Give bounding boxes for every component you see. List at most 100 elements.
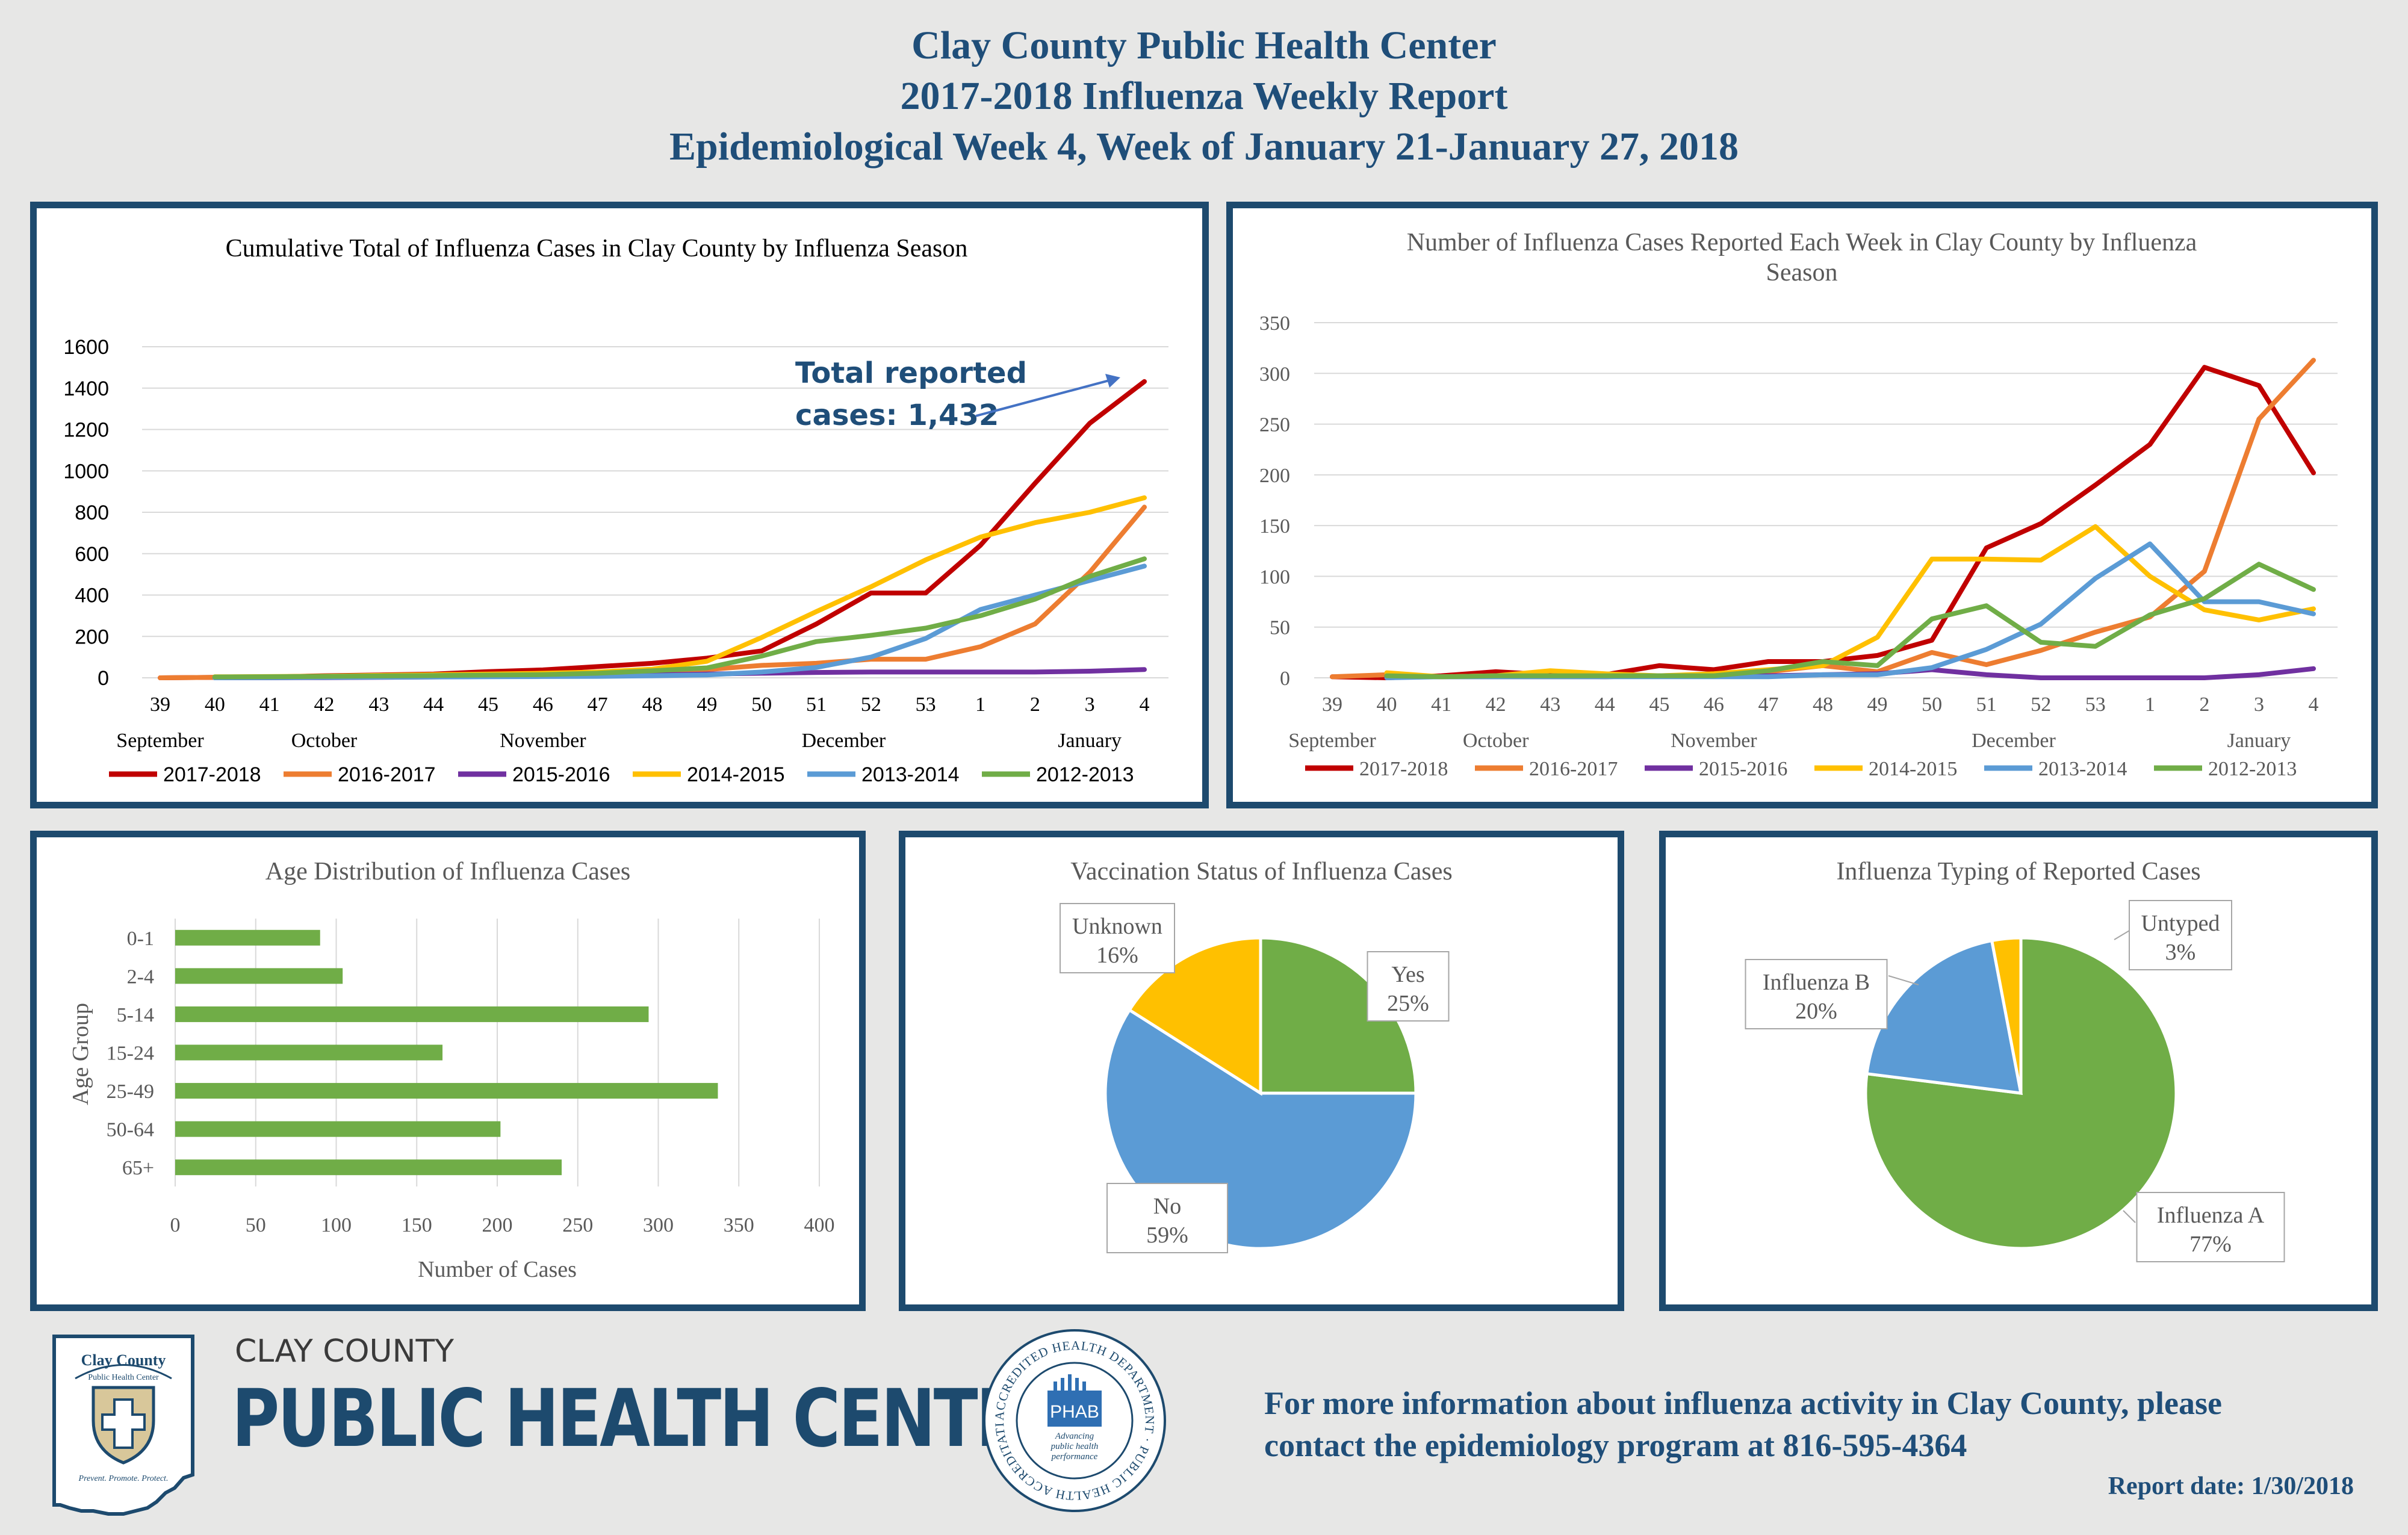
chart-title: Age Distribution of Influenza Cases xyxy=(265,858,631,885)
y-tick-label: 5-14 xyxy=(117,1004,154,1026)
legend-label: 2014-2015 xyxy=(687,763,785,786)
x-tick-label: 44 xyxy=(1595,693,1615,716)
month-label: September xyxy=(1288,730,1376,752)
x-tick-label: 46 xyxy=(1704,693,1724,716)
y-tick-label: 1600 xyxy=(63,336,109,359)
typing-chart-panel: Influenza Typing of Reported Cases Influe… xyxy=(1659,831,2378,1311)
y-tick-label: 2-4 xyxy=(127,966,154,988)
y-tick-label: 1400 xyxy=(63,377,109,400)
report-title-line2: 2017-2018 Influenza Weekly Report xyxy=(900,74,1508,118)
y-tick-label: 150 xyxy=(1259,515,1290,538)
x-tick-label: 48 xyxy=(642,693,663,716)
month-label: January xyxy=(1058,730,1122,752)
bar-25-49 xyxy=(175,1083,718,1099)
month-label: October xyxy=(291,730,358,752)
y-tick-label: 1000 xyxy=(63,460,109,483)
y-tick-label: 15-24 xyxy=(107,1043,154,1065)
x-tick-label: 50 xyxy=(1922,693,1942,716)
x-tick-label: 200 xyxy=(482,1214,513,1236)
seal-tag-3: performance xyxy=(1051,1452,1098,1462)
age-chart-panel: Age Distribution of Influenza Cases 0 50 10… xyxy=(30,831,866,1311)
contact-line-1: For more information about influenza act… xyxy=(1264,1385,2222,1421)
x-tick-label: 350 xyxy=(724,1214,754,1236)
annotation-line-1: Total reported xyxy=(795,356,1027,390)
seal-center-text: PHAB xyxy=(1050,1402,1099,1422)
chart-title: Cumulative Total of Influenza Cases in C… xyxy=(226,235,968,262)
series-line-2014-2015 xyxy=(212,495,1147,680)
y-tick-label: 200 xyxy=(1259,465,1290,487)
legend-label: 2012-2013 xyxy=(1036,763,1134,786)
x-tick-label: 46 xyxy=(533,693,553,716)
x-tick-label: 44 xyxy=(423,693,444,716)
series-line-2014-2015 xyxy=(1384,524,2316,680)
data-label-pct: 16% xyxy=(1096,943,1138,968)
x-tick-label: 4 xyxy=(2309,693,2319,716)
y-tick-label: 65+ xyxy=(122,1157,154,1179)
seal-tag-1: Advancing xyxy=(1055,1431,1094,1441)
x-tick-label: 43 xyxy=(1540,693,1560,716)
data-label-pct: 3% xyxy=(2165,940,2196,965)
report-title-line3: Epidemiological Week 4, Week of January … xyxy=(669,125,1739,169)
bar-5-14 xyxy=(175,1006,649,1022)
legend-label: 2013-2014 xyxy=(2038,758,2127,780)
legend-label: 2017-2018 xyxy=(1359,758,1448,780)
leader-line xyxy=(2114,930,2130,940)
x-tick-label: 47 xyxy=(1758,693,1778,716)
y-tick-label: 0 xyxy=(98,667,109,690)
bar-50-64 xyxy=(175,1121,501,1137)
annotation-line-2: cases: 1,432 xyxy=(795,398,999,432)
x-axis-title: Number of Cases xyxy=(418,1257,577,1282)
x-tick-label: 53 xyxy=(2085,693,2106,716)
x-tick-label: 52 xyxy=(2031,693,2051,716)
y-tick-label: 200 xyxy=(75,625,109,648)
y-tick-label: 0-1 xyxy=(127,928,154,950)
x-tick-label: 45 xyxy=(478,693,498,716)
y-tick-label: 250 xyxy=(1259,414,1290,436)
x-tick-label: 2 xyxy=(1030,693,1040,716)
x-tick-label: 53 xyxy=(916,693,936,716)
series-line-2017-2018 xyxy=(1330,365,2316,680)
data-label-pct: 59% xyxy=(1146,1223,1188,1248)
x-tick-label: 1 xyxy=(975,693,985,716)
vaccination-chart: Vaccination Status of Influenza Cases Yes… xyxy=(1060,858,1453,1253)
legend-label: 2014-2015 xyxy=(1869,758,1957,780)
pie-slice-unknown xyxy=(1127,936,1262,1096)
x-tick-label: 4 xyxy=(1140,693,1150,716)
month-label: September xyxy=(116,730,204,752)
data-label-box xyxy=(1106,1183,1228,1253)
data-label-name: Untyped xyxy=(2141,911,2220,936)
data-label-name: Unknown xyxy=(1072,914,1162,939)
month-label: November xyxy=(500,730,586,752)
x-tick-label: 40 xyxy=(1377,693,1397,716)
x-tick-label: 39 xyxy=(150,693,170,716)
bar-15-24 xyxy=(175,1044,443,1061)
legend-label: 2016-2017 xyxy=(1529,758,1618,780)
weekly-chart-panel: Number of Influenza Cases Reported Each … xyxy=(1226,202,2378,808)
data-label-box xyxy=(1367,951,1450,1022)
data-label-box xyxy=(2129,900,2232,970)
data-label-pct: 77% xyxy=(2189,1232,2232,1257)
typing-chart: Influenza Typing of Reported Cases Influe… xyxy=(1745,858,2285,1262)
x-tick-label: 3 xyxy=(1085,693,1095,716)
y-tick-label: 0 xyxy=(1280,668,1290,690)
y-tick-label: 400 xyxy=(75,585,109,607)
data-label-pct: 25% xyxy=(1387,991,1429,1016)
month-label: January xyxy=(2227,730,2291,752)
seal-tag-2: public health xyxy=(1050,1442,1099,1451)
age-chart: Age Distribution of Influenza Cases 0 50 10… xyxy=(68,858,835,1282)
phab-accreditation-seal: ACCREDITED HEALTH DEPARTMENT · PUBLIC HE… xyxy=(981,1327,1166,1512)
series-line-2012-2013 xyxy=(1384,562,2316,680)
org-name-small: CLAY COUNTY xyxy=(235,1333,455,1369)
x-tick-label: 52 xyxy=(861,693,881,716)
vaccination-chart-panel: Vaccination Status of Influenza Cases Yes… xyxy=(899,831,1624,1311)
x-tick-label: 39 xyxy=(1322,693,1342,716)
data-label-name: No xyxy=(1153,1194,1181,1219)
y-axis-title: Age Group xyxy=(68,1003,93,1105)
month-label: November xyxy=(1671,730,1757,752)
contact-line-2: contact the epidemiology program at 816-… xyxy=(1264,1427,1967,1463)
data-label-box xyxy=(2136,1192,2285,1262)
data-label-box xyxy=(1745,959,1888,1029)
month-label: December xyxy=(802,730,886,752)
bar-0-1 xyxy=(175,929,320,946)
x-tick-label: 150 xyxy=(402,1214,432,1236)
